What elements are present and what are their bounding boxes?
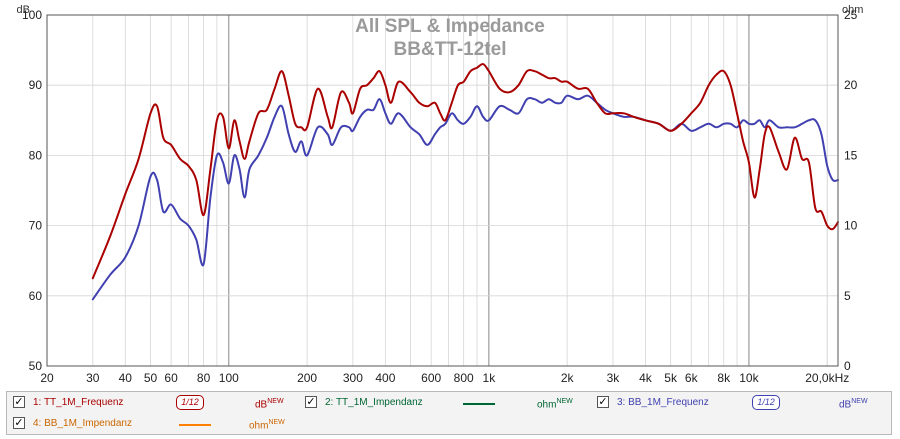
y-tick-label-left: 60	[29, 289, 43, 303]
y-tick-label-left: 50	[29, 359, 43, 373]
y-tick-label-right: 25	[844, 8, 858, 22]
y-tick-label-left: 70	[29, 219, 43, 233]
series-line-bb-1m-frequenz	[91, 94, 839, 301]
y-tick-label-left: 90	[29, 78, 43, 92]
spl-impedance-chart: 20 30 40 50 60 80 100 200 300 400 600 800 1k 2k 3k 4k 5k…	[17, 4, 864, 385]
chart-series-layer	[91, 63, 839, 301]
plot-frame	[46, 14, 839, 367]
legend-label: 3: BB_1M_Frequenz	[617, 397, 709, 408]
y-axis-left-title: dB	[17, 4, 30, 16]
x-tick-label: 10k	[739, 371, 759, 385]
checkbox-bb-frequenz[interactable]: ✓	[597, 396, 609, 408]
y-tick-label-right: 10	[844, 219, 858, 233]
legend-unit: dBNEW	[255, 398, 284, 411]
legend-label: 2: TT_1M_Impendanz	[325, 397, 423, 408]
checkbox-bb-impendanz[interactable]: ✓	[13, 417, 25, 429]
legend-swatch	[179, 424, 211, 426]
y-tick-label-left: 100	[22, 8, 42, 22]
x-tick-label: 60	[164, 371, 178, 385]
legend-item-bb-impendanz[interactable]: ✓ 4: BB_1M_Impendanz ohmNEW	[13, 416, 303, 434]
y-tick-label-left: 80	[29, 148, 43, 162]
x-tick-label: 2k	[561, 371, 575, 385]
x-tick-label: 50	[144, 371, 158, 385]
y-tick-label-right: 0	[844, 359, 851, 373]
smoothing-badge[interactable]: 1/12	[752, 395, 780, 410]
legend-item-bb-frequenz[interactable]: ✓ 3: BB_1M_Frequenz 1/12 dBNEW	[597, 395, 887, 413]
smoothing-badge[interactable]: 1/12	[176, 395, 204, 410]
y-tick-label-right: 5	[844, 289, 851, 303]
x-tick-label: 4k	[639, 371, 653, 385]
y-axis-right-title: ohm	[842, 4, 863, 16]
x-tick-label: 20,0kHz	[805, 371, 849, 385]
x-tick-label: 1k	[483, 371, 497, 385]
x-tick-label: 300	[343, 371, 363, 385]
y-tick-label-right: 15	[844, 148, 858, 162]
x-tick-label: 800	[454, 371, 474, 385]
x-tick-label: 6k	[685, 371, 699, 385]
x-tick-label: 400	[375, 371, 395, 385]
x-tick-label: 30	[86, 371, 100, 385]
x-tick-label: 80	[197, 371, 211, 385]
legend-swatch	[463, 403, 495, 405]
series-line-tt-1m-frequenz	[91, 63, 839, 280]
legend-unit: ohmNEW	[249, 419, 285, 432]
x-tick-label: 40	[119, 371, 133, 385]
tick-labels: 20 30 40 50 60 80 100 200 300 400 600 800 1k 2k 3k 4k 5k…	[22, 8, 858, 385]
checkbox-tt-impendanz[interactable]: ✓	[305, 396, 317, 408]
x-tick-label: 100	[219, 371, 239, 385]
chart-grid	[46, 15, 838, 366]
checkbox-tt-frequenz[interactable]: ✓	[13, 396, 25, 408]
chart-title: All SPL & Impedance	[355, 16, 545, 37]
legend-label: 4: BB_1M_Impendanz	[33, 418, 132, 429]
legend-item-tt-frequenz[interactable]: ✓ 1: TT_1M_Frequenz 1/12 dBNEW	[13, 395, 303, 413]
chart-subtitle: BB&TT-12tel	[394, 39, 507, 60]
x-tick-label: 600	[421, 371, 441, 385]
legend-panel: ✓ 1: TT_1M_Frequenz 1/12 dBNEW ✓ 2: TT_1…	[6, 391, 892, 435]
x-tick-label: 3k	[607, 371, 621, 385]
legend-item-tt-impendanz[interactable]: ✓ 2: TT_1M_Impendanz ohmNEW	[305, 395, 595, 413]
legend-label: 1: TT_1M_Frequenz	[33, 397, 124, 408]
x-tick-label: 200	[297, 371, 317, 385]
x-tick-label: 5k	[664, 371, 678, 385]
y-tick-label-right: 20	[844, 78, 858, 92]
x-tick-label: 8k	[717, 371, 731, 385]
x-tick-label: 20	[40, 371, 54, 385]
legend-unit: ohmNEW	[537, 398, 573, 411]
legend-unit: dBNEW	[839, 398, 868, 411]
